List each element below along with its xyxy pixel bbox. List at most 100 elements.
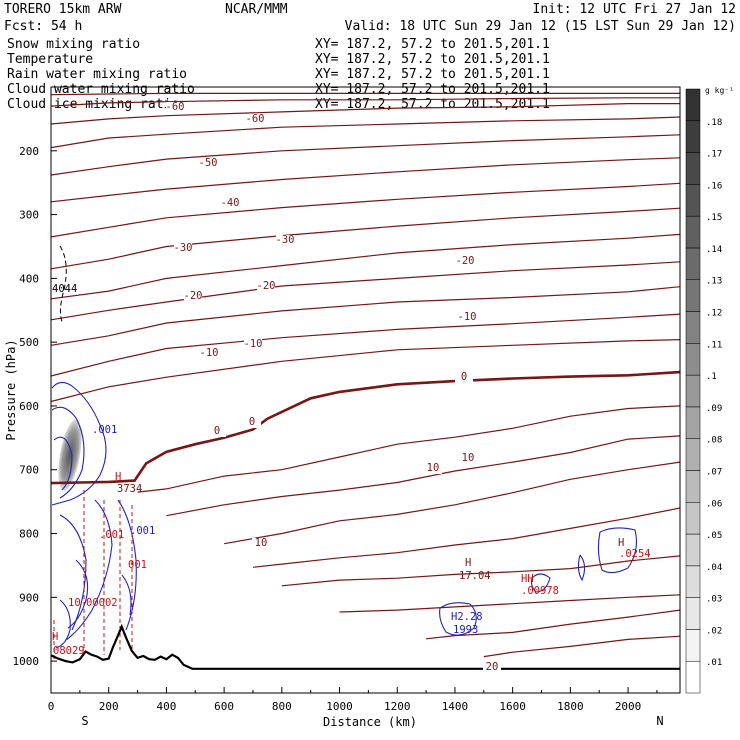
field-annotation: H2.28 [451, 611, 483, 623]
cloud-water-contour [67, 559, 89, 629]
colorbar-unit: g kg⁻¹ [705, 86, 734, 95]
colorbar-cell [685, 629, 701, 662]
colorbar-label: .04 [706, 563, 722, 573]
x-axis: 0 200 400 600 800 1000 1200 1400 1600 1800 2000 [48, 687, 658, 713]
temperature-label: -20 [456, 255, 475, 267]
cloud-water-contour [55, 599, 71, 649]
north-end-label: N [656, 714, 663, 728]
temperature-label: -60 [166, 101, 185, 113]
colorbar-label: .09 [706, 404, 722, 414]
isotherm-line [50, 92, 680, 96]
colorbar-cell [685, 311, 701, 344]
y-tick-label: 700 [19, 464, 39, 477]
colorbar-label: .17 [706, 150, 722, 160]
colorbar-label: .05 [706, 531, 722, 541]
legend-label-temperature: Temperature [7, 52, 93, 67]
colorbar-label: .11 [706, 340, 722, 350]
colorbar-label: .18 [706, 118, 722, 128]
field-annotation: H [115, 471, 121, 483]
temperature-label-bg [276, 235, 294, 246]
colorbar-cell [685, 406, 701, 439]
temperature-label-bg [424, 463, 442, 474]
field-annotation: HH [521, 573, 534, 585]
temperature-label-bg [252, 538, 270, 549]
colorbar-cell [685, 343, 701, 376]
temperature-label: 0 [214, 425, 220, 437]
field-annotation: 10 [68, 597, 81, 609]
x-axis-label: Distance (km) [323, 715, 417, 729]
x-tick-label: 200 [99, 700, 119, 713]
temperature-label: -60 [246, 113, 265, 125]
isotherm-line [50, 233, 681, 300]
isotherm-line [50, 97, 680, 107]
isotherm-line [252, 507, 681, 568]
colorbar-cell [685, 152, 701, 185]
center-name: NCAR/MMM [225, 2, 288, 17]
isotherm-line [223, 461, 681, 545]
plot-frame [50, 86, 681, 694]
colorbar-cell [685, 120, 701, 153]
x-tick-label: 1200 [384, 700, 411, 713]
colorbar-label: .12 [706, 309, 722, 319]
legend-xy-cloud-water: XY= 187.2, 57.2 to 201.5,201.1 [315, 82, 550, 97]
colorbar-cell [685, 215, 701, 249]
field-annotation: 08029 [53, 645, 85, 657]
colorbar-label: .08 [706, 436, 722, 446]
colorbar-cell [685, 247, 701, 280]
colorbar-label: .1 [706, 372, 717, 382]
temperature-label-bg [455, 372, 473, 383]
temperature-label-bg [221, 198, 239, 209]
isotherm-line [50, 313, 681, 377]
temperature-label: -10 [244, 338, 263, 350]
isotherm-line [50, 207, 681, 270]
field-annotation: H [52, 631, 58, 643]
temperature-label-bg [244, 339, 262, 350]
colorbar-cell [685, 88, 701, 122]
isotherm-line [50, 286, 681, 346]
isotherm-line [50, 157, 681, 203]
legend-xy-rain: XY= 187.2, 57.2 to 201.5,201.1 [315, 67, 550, 82]
colorbar-label: .16 [706, 181, 722, 191]
valid-time: Valid: 18 UTC Sun 29 Jan 12 (15 LST Sun … [345, 19, 736, 34]
cloud-water-contour [577, 554, 586, 582]
temperature-contour-labels: -60 -60 -50 -40 -30 -30 -20 -20 -20 -10 -10 -10 0 0 0 1… [166, 101, 501, 673]
legend-label-rain: Rain water mixing ratio [7, 67, 187, 82]
field-annotation: .001 [92, 424, 117, 436]
cloud-water-contour [51, 406, 85, 499]
field-legend: Snow mixing ratio XY= 187.2, 57.2 to 201… [7, 37, 550, 112]
colorbar-label: .02 [706, 626, 722, 636]
cloud-water-contours [51, 381, 637, 649]
field-annotation: 001 [128, 559, 147, 571]
temperature-label-bg [456, 256, 474, 267]
temperature-label-bg [458, 312, 476, 323]
x-tick-label: 1600 [499, 700, 526, 713]
x-tick-label: 1000 [326, 700, 353, 713]
freezing-level-line [50, 370, 681, 485]
temperature-label-bg [208, 426, 226, 437]
isotherm-line [50, 103, 680, 125]
temperature-label: -30 [174, 242, 193, 254]
model-title: TORERO 15km ARW [4, 2, 122, 17]
isotherm-line [50, 339, 681, 403]
isotherm-line [339, 594, 681, 613]
colorbar-cell [685, 184, 701, 217]
y-tick-label: 500 [19, 336, 39, 349]
field-annotation: 1993 [453, 624, 478, 636]
cloud-water-contour [530, 573, 551, 593]
colorbar-label: .14 [706, 245, 722, 255]
temperature-label-bg [184, 291, 202, 302]
temperature-label: -50 [199, 157, 218, 169]
temperature-label: 10 [462, 452, 475, 464]
isotherm-line [137, 405, 681, 493]
isotherm-line [281, 555, 681, 587]
cloud-water-contour [65, 499, 113, 641]
field-annotation: 3734 [117, 483, 142, 495]
cloud-water-contour [439, 602, 477, 636]
y-tick-label: 900 [19, 591, 39, 604]
colorbar-cell [685, 438, 701, 471]
temperature-label-bg [200, 348, 218, 359]
field-annotation: .0254 [619, 548, 651, 560]
south-end-label: S [81, 714, 88, 728]
